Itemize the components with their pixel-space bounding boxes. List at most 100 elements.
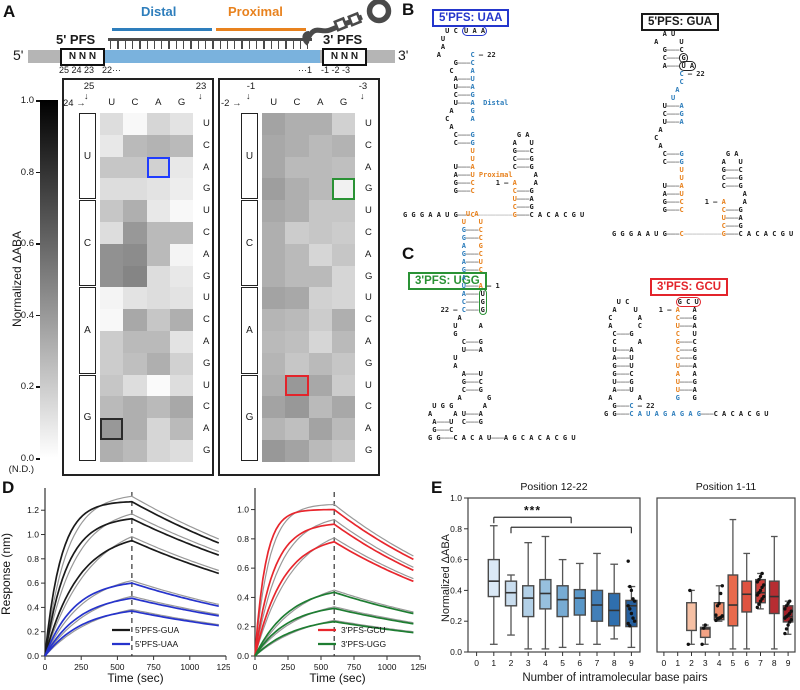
heatmap-row-label: A <box>203 161 210 173</box>
structure-row: A <box>428 314 576 322</box>
heatmap-cell <box>100 178 124 201</box>
svg-text:0: 0 <box>474 658 479 668</box>
structure-row: A———U Proximal A <box>403 171 584 179</box>
heatmap-cell <box>262 243 286 266</box>
svg-text:0.6: 0.6 <box>27 578 39 588</box>
basepair-tick <box>117 41 119 49</box>
structure-row: A———U <box>428 289 576 298</box>
nucleotide-text: ——— <box>440 434 454 442</box>
colorbar-tick: 0.8 <box>20 166 34 178</box>
heatmap-cell <box>123 265 147 288</box>
heatmap-cell <box>123 200 147 222</box>
nucleotide-text: G <box>478 306 487 315</box>
basepair-tick <box>292 41 294 49</box>
colorbar-tickmark <box>36 458 40 460</box>
heatmap-row-label: A <box>203 423 210 435</box>
heatmap-cell <box>331 352 356 375</box>
heatmap-cell <box>146 134 170 157</box>
basepair-tick <box>168 41 170 49</box>
nucleotide-text: U <box>428 354 458 362</box>
structure-row: A <box>428 362 576 370</box>
nucleotide-text: U <box>461 410 466 418</box>
heatmap-cell <box>100 265 124 288</box>
nucleotide-text: ——— <box>725 166 739 174</box>
svg-text:0.2: 0.2 <box>237 622 249 632</box>
nucleotide-text: G <box>470 139 475 147</box>
nucleotide-text <box>634 362 676 370</box>
structure-row: U———A <box>403 83 584 91</box>
structure-row: C———G <box>428 298 576 306</box>
nucleotide-text: G <box>461 226 466 234</box>
structure-row: U U <box>428 218 576 226</box>
basepair-tick <box>307 41 309 49</box>
nucleotide-text: G <box>679 158 684 166</box>
structure-row: G———C C———G <box>403 187 584 195</box>
heatmap-cell <box>169 287 194 310</box>
heatmap-row-label: U <box>203 292 210 304</box>
nucleotide-text: A <box>679 118 684 126</box>
nucleotide-text: C <box>612 158 667 166</box>
nucleotide-text: ——— <box>679 314 693 322</box>
svg-text:6: 6 <box>577 658 582 668</box>
nucleotide-text: ——— <box>616 354 630 362</box>
heatmap-cell <box>169 396 194 419</box>
svg-text:5'PFS-UAA: 5'PFS-UAA <box>135 639 179 649</box>
structure-row: U <box>612 94 793 102</box>
nucleotide-text <box>403 155 470 163</box>
nucleotide-text: G <box>529 187 534 195</box>
nucleotide-text: C <box>675 330 680 338</box>
heatmap-cell <box>331 113 356 135</box>
nucleotide-text: U <box>478 289 487 298</box>
nucleotide-text: G <box>604 370 617 378</box>
nucleotide-text: ——— <box>679 338 693 346</box>
svg-text:1: 1 <box>675 658 680 668</box>
heatmap-cell <box>331 134 356 157</box>
heatmap-row-label: U <box>365 118 372 129</box>
structure-row: G <box>428 330 576 338</box>
bli-plot-5pfs: 0.0 0.2 0.4 0.6 0.8 1.0 1.2 0 250 500 750 1000 1250 T… <box>0 488 230 685</box>
nucleotide-text: C <box>679 230 684 238</box>
nucleotide-text: ——— <box>465 282 479 290</box>
heatmap-cell <box>308 331 332 353</box>
nucleotide-text: G <box>478 242 483 250</box>
nucleotide-text: A <box>692 362 697 370</box>
nucleotide-text: C <box>470 211 475 219</box>
nucleotide-text: A <box>683 190 747 198</box>
colorbar-tickmark <box>36 243 40 245</box>
nucleotide-text: C <box>612 110 667 118</box>
heatmap-cell <box>100 243 124 266</box>
nucleotide-text: U <box>679 330 697 338</box>
svg-text:250: 250 <box>281 662 295 672</box>
nucleotide-text: ——— <box>616 402 630 410</box>
nucleotide-text: ——— <box>516 195 530 203</box>
structure-row: A <box>612 142 793 150</box>
nucleotide-text: A C <box>604 322 642 330</box>
nucleotide-text <box>634 378 676 386</box>
nucleotide-text <box>634 330 676 338</box>
heatmap-cell <box>262 374 286 397</box>
nucleotide-text: G <box>461 250 466 258</box>
panel-e-label: E <box>431 478 443 497</box>
nucleotide-text: ——— <box>465 306 479 314</box>
nucleotide-text: U <box>612 118 667 126</box>
svg-text:***: *** <box>524 503 541 517</box>
colorbar-tickmark <box>36 171 40 174</box>
nucleotide-text: ——— <box>465 370 479 378</box>
nucleotide-text: ——— <box>516 147 530 155</box>
nucleotide-text: ——— <box>516 187 530 195</box>
nucleotide-text: C A C A C G U <box>529 211 585 219</box>
nucleotide-text: ——— <box>725 182 739 190</box>
structure-row: A U <box>612 30 793 38</box>
nucleotide-text: U <box>403 195 517 203</box>
heatmap-col-label: C <box>293 97 301 108</box>
heatmap-cell <box>308 243 332 266</box>
structure-row: A A G G <box>604 394 768 402</box>
heatmap-cell <box>331 418 356 440</box>
structure-row: U———A <box>428 346 576 354</box>
svg-text:Position 1-11: Position 1-11 <box>696 481 757 493</box>
svg-text:0: 0 <box>253 662 258 672</box>
heatmap-row-label: C <box>365 314 372 326</box>
heatmap-cell <box>308 287 332 310</box>
nucleotide-text: ——— <box>666 158 680 166</box>
nucleotide-text: A <box>403 171 458 179</box>
